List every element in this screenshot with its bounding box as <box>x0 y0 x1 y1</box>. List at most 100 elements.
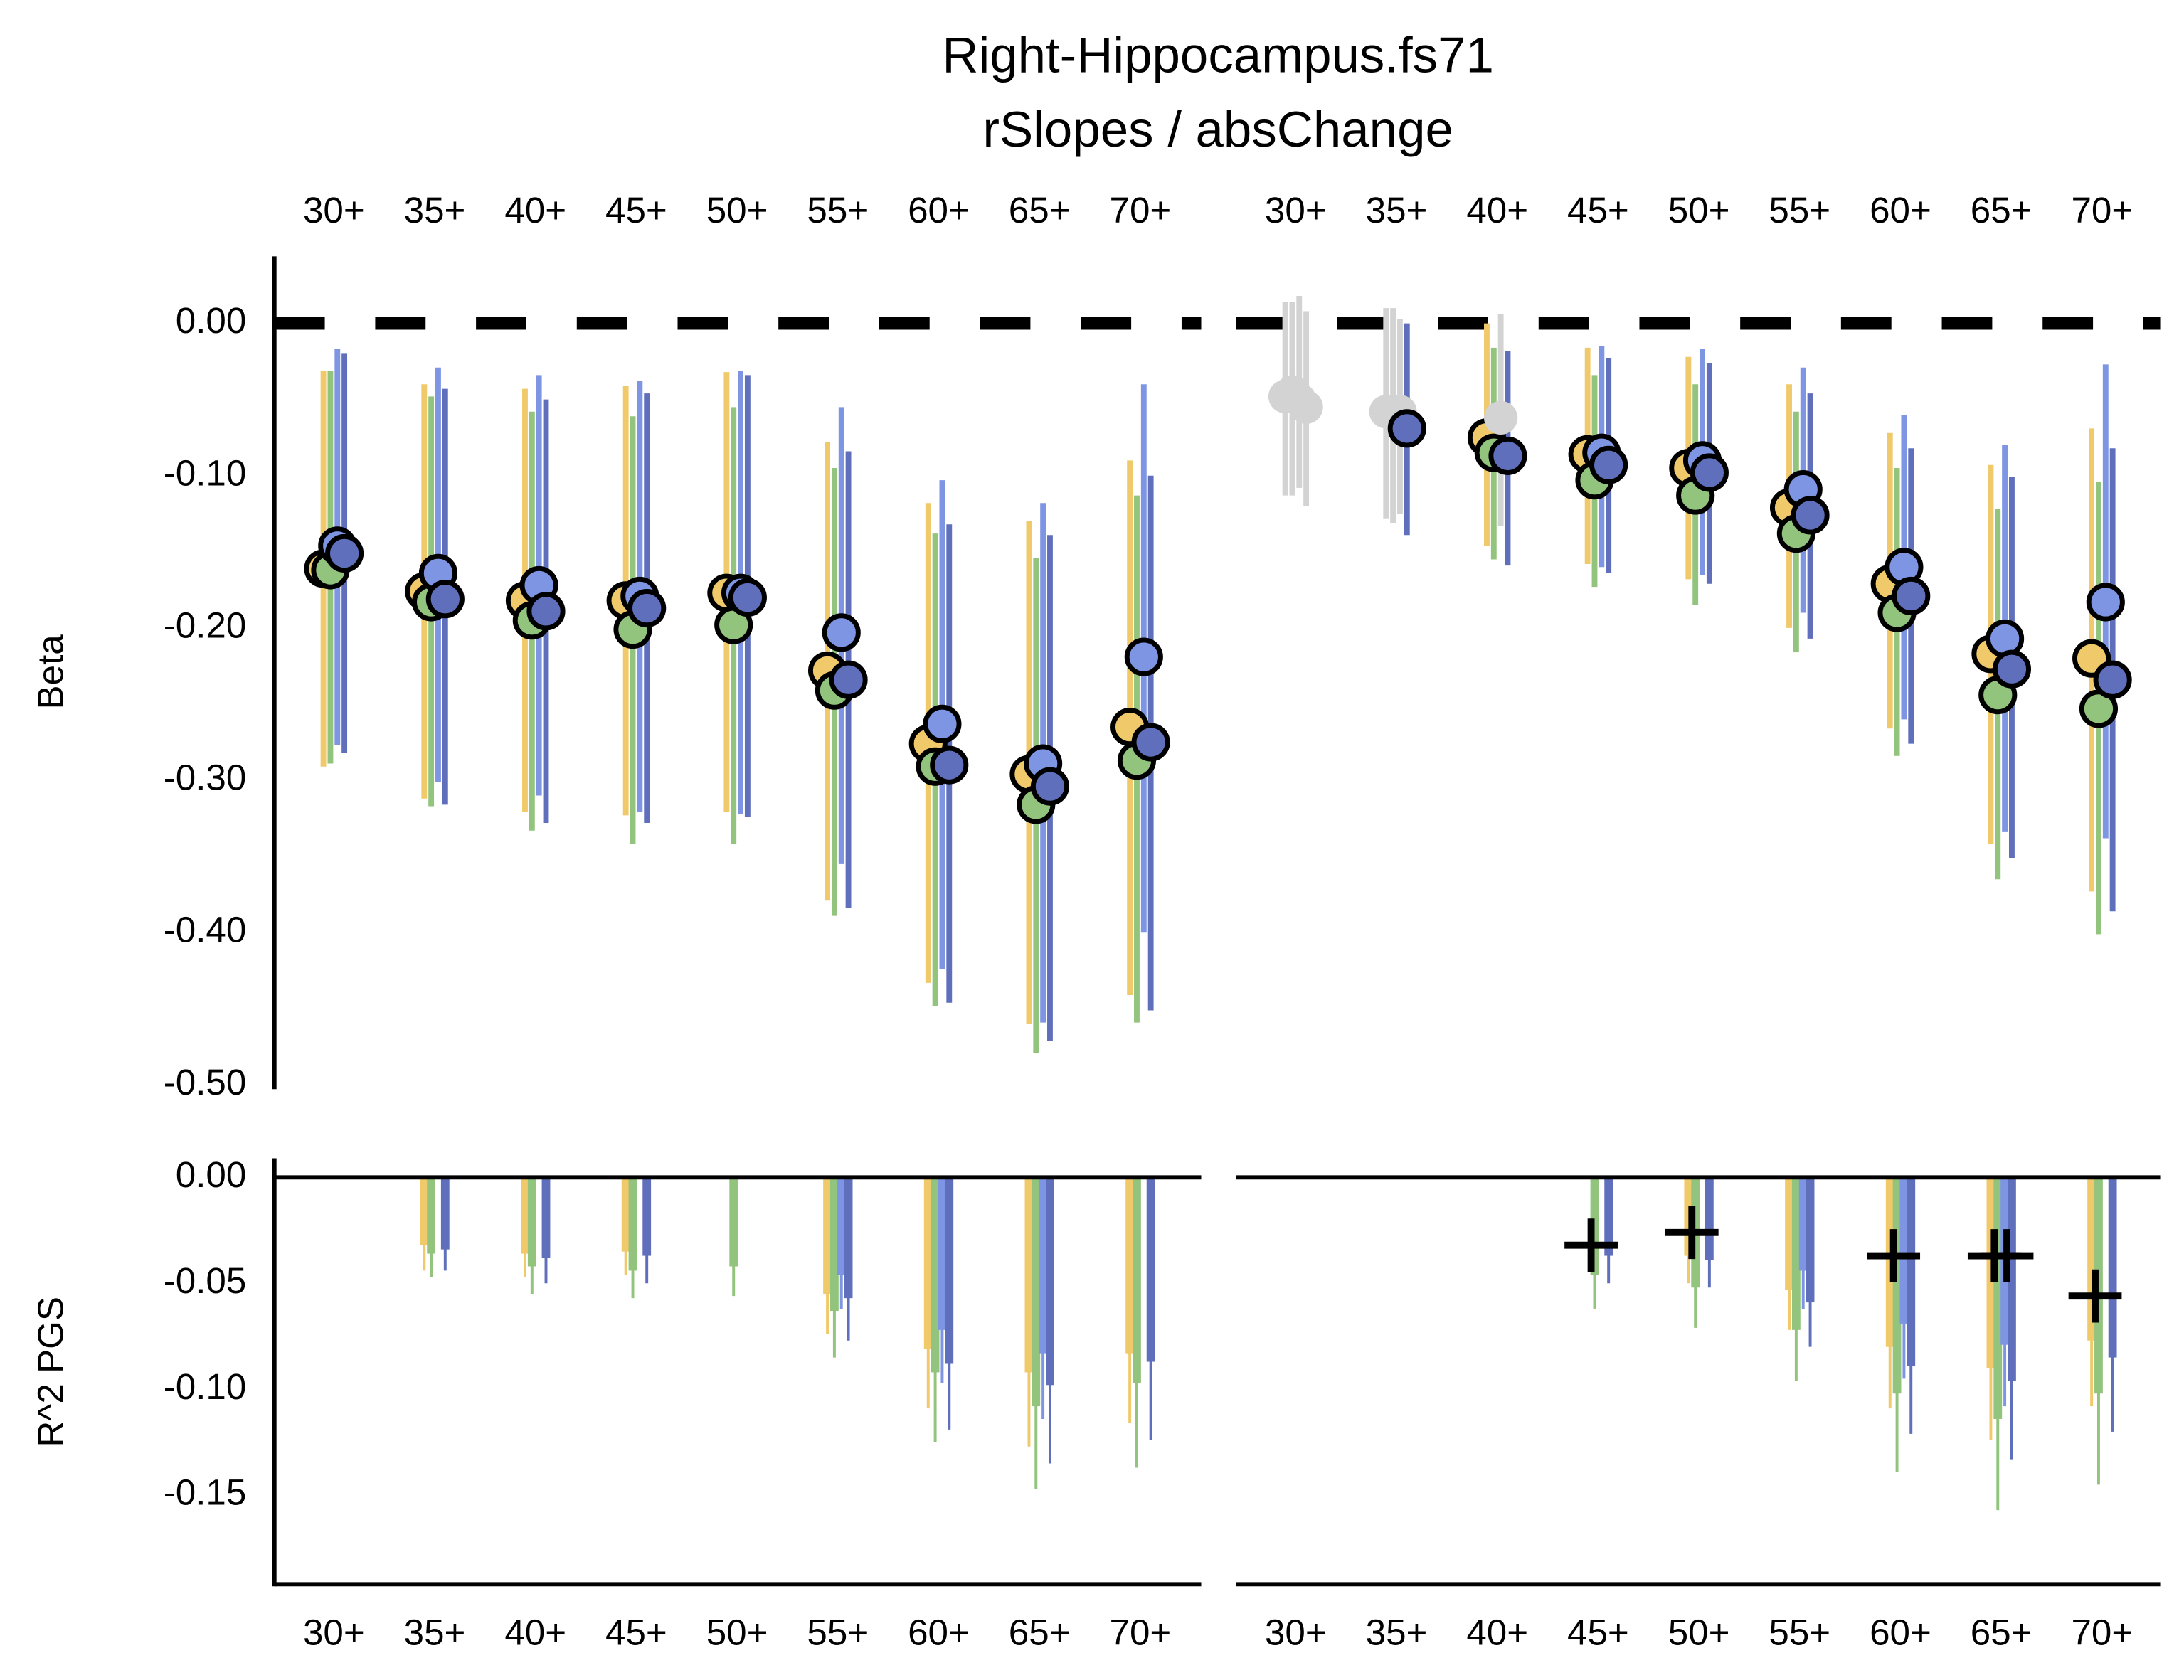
x-tick-label: 40+ <box>504 190 566 230</box>
bar <box>1892 1177 1902 1394</box>
point <box>1589 445 1628 484</box>
point <box>425 580 465 619</box>
point <box>1892 576 1931 615</box>
bar <box>931 1177 940 1373</box>
x-tick-label: 30+ <box>1265 190 1327 230</box>
point <box>930 745 969 785</box>
point <box>822 613 861 652</box>
bar <box>2108 1177 2117 1358</box>
y-axis-label: Beta <box>30 634 70 710</box>
bar <box>541 1177 551 1258</box>
x-tick-label: 45+ <box>1567 190 1629 230</box>
plus-marker <box>1867 1229 1921 1282</box>
point <box>1791 496 1830 535</box>
bar <box>837 1177 846 1275</box>
x-tick-label: 65+ <box>1971 190 2032 230</box>
point <box>325 533 364 573</box>
point <box>2086 583 2125 622</box>
x-tick-label: 45+ <box>605 1612 667 1652</box>
bar <box>1604 1177 1613 1256</box>
x-tick-label: 30+ <box>303 1612 365 1652</box>
bar <box>1907 1177 1916 1366</box>
bar <box>1032 1177 1041 1407</box>
bar <box>440 1177 450 1250</box>
y-tick-label: -0.20 <box>164 605 247 645</box>
point <box>1289 390 1323 424</box>
bar <box>923 1177 933 1349</box>
bar <box>420 1177 429 1245</box>
plus-marker <box>1665 1206 1719 1260</box>
point <box>1030 767 1070 806</box>
bar <box>1993 1177 2003 1419</box>
bar <box>1791 1177 1801 1330</box>
y-tick-label: -0.30 <box>164 757 247 798</box>
x-tick-label: 35+ <box>1366 1612 1428 1652</box>
x-tick-label: 35+ <box>404 1612 466 1652</box>
x-tick-label: 40+ <box>1466 1612 1528 1652</box>
point <box>728 578 767 617</box>
point <box>2093 660 2132 699</box>
x-tick-label: 30+ <box>1265 1612 1327 1652</box>
x-tick-label: 50+ <box>1668 1612 1730 1652</box>
x-tick-label: 30+ <box>303 190 365 230</box>
x-tick-label: 60+ <box>908 1612 970 1652</box>
x-tick-label: 55+ <box>1769 190 1830 230</box>
x-tick-label: 70+ <box>2071 190 2133 230</box>
bar <box>1146 1177 1155 1362</box>
bar <box>938 1177 947 1330</box>
point <box>923 704 962 743</box>
bar <box>2087 1177 2096 1341</box>
point <box>1986 619 2025 658</box>
chart-title: Right-Hippocampus.fs71 <box>942 28 1494 84</box>
y-tick-label: -0.15 <box>164 1472 247 1513</box>
bar <box>1899 1177 1909 1324</box>
bar <box>1785 1177 1793 1290</box>
y-axis-label: R^2 PGS <box>30 1297 70 1447</box>
point <box>1992 649 2032 689</box>
bar <box>829 1177 839 1312</box>
bar <box>427 1177 436 1254</box>
x-tick-label: 35+ <box>404 190 466 230</box>
bar <box>945 1177 954 1364</box>
x-tick-label: 60+ <box>1870 1612 1931 1652</box>
bar <box>1039 1177 1048 1354</box>
x-tick-label: 60+ <box>908 190 970 230</box>
x-tick-label: 45+ <box>1567 1612 1629 1652</box>
plus-marker <box>1564 1218 1618 1272</box>
x-tick-label: 55+ <box>807 1612 869 1652</box>
bar <box>642 1177 652 1256</box>
bar <box>1798 1177 1808 1271</box>
x-tick-label: 55+ <box>1769 1612 1830 1652</box>
bar <box>1125 1177 1135 1354</box>
x-tick-label: 40+ <box>1466 190 1528 230</box>
x-tick-label: 65+ <box>1009 1612 1071 1652</box>
bar <box>621 1177 630 1252</box>
point <box>627 589 667 628</box>
point <box>1488 436 1527 475</box>
point <box>829 660 868 699</box>
bar <box>1024 1177 1034 1373</box>
bar <box>1806 1177 1815 1303</box>
x-tick-label: 40+ <box>504 1612 566 1652</box>
point <box>1124 637 1163 676</box>
bar <box>823 1177 832 1294</box>
x-tick-label: 45+ <box>605 190 667 230</box>
bar <box>521 1177 529 1254</box>
point <box>1484 400 1518 435</box>
y-tick-label: 0.00 <box>176 300 247 341</box>
x-tick-label: 65+ <box>1971 1612 2032 1652</box>
x-tick-label: 65+ <box>1009 190 1071 230</box>
y-tick-label: -0.10 <box>164 1366 247 1407</box>
bar <box>2008 1177 2016 1381</box>
chart-subtitle: rSlopes / absChange <box>982 102 1453 158</box>
x-tick-label: 55+ <box>807 190 869 230</box>
y-tick-label: -0.50 <box>164 1062 247 1102</box>
bar <box>729 1177 738 1267</box>
x-tick-label: 60+ <box>1870 190 1931 230</box>
point <box>1387 409 1426 448</box>
plus-marker <box>1980 1229 2034 1282</box>
x-tick-label: 50+ <box>1668 190 1730 230</box>
